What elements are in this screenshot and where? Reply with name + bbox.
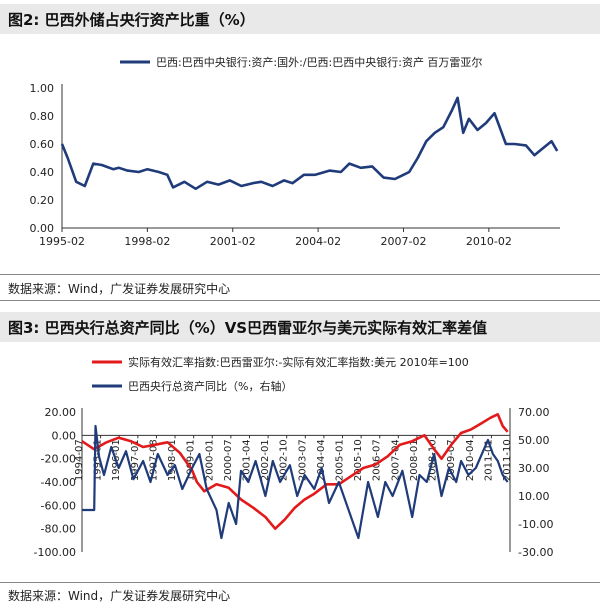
chart1-xtick-label: 1995-02: [39, 235, 85, 248]
chart1-xtick-label: 2001-02: [210, 235, 256, 248]
chart2-xtick-label: 2004-04: [316, 439, 327, 481]
chart2-xtick-label: 1999-01: [186, 439, 197, 481]
chart2-xtick-label: 2008-01: [409, 439, 420, 481]
chart2-bottom-rule: [0, 582, 600, 583]
chart1-ytick-label: 0.20: [30, 194, 55, 207]
chart2-xtick-label: 1998-01: [167, 439, 178, 481]
chart1-fig-label: 图2:: [8, 10, 40, 29]
chart2-ytick-left-label: -40.00: [41, 476, 76, 489]
chart2-svg: 实际有效汇率指数:巴西雷亚尔:-实际有效汇率指数:美元 2010年=100 巴西央…: [34, 355, 554, 559]
chart1-ytick-label: 0.80: [30, 110, 55, 123]
chart2-xtick-label: 1994-07: [74, 439, 85, 481]
chart2-title-text: 巴西央行总资产同比（%）VS巴西雷亚尔与美元实际有效汇率差值: [44, 318, 488, 337]
chart2-ytick-right-label: 30.00: [518, 462, 550, 475]
chart2-ytick-right-label: 70.00: [518, 406, 550, 419]
chart1-bottom-rule: [0, 274, 600, 275]
chart1-ytick-label: 0.00: [30, 222, 55, 235]
chart2-ytick-right-label: -30.00: [518, 546, 553, 559]
chart2-xtick-label: 2011-10: [502, 439, 513, 481]
chart2-ytick-left-label: -80.00: [41, 523, 76, 536]
chart1-title-text: 巴西外储占央行资产比重（%）: [44, 10, 255, 29]
chart2-xtick-label: 2005-10: [353, 439, 364, 481]
chart2-xtick-label: 2002-01: [260, 439, 271, 481]
chart1-series-line: [60, 96, 559, 191]
chart1-ytick-label: 0.60: [30, 138, 55, 151]
chart1-xtick-label: 1998-02: [124, 235, 170, 248]
chart2-ytick-left-label: 0.00: [52, 429, 77, 442]
chart2-ytick-right-label: 10.00: [518, 490, 550, 503]
chart2-title: 图3: 巴西央行总资产同比（%）VS巴西雷亚尔与美元实际有效汇率差值: [0, 317, 487, 338]
chart1-source-rule: [0, 300, 600, 301]
chart1-title-bar: 图2: 巴西外储占央行资产比重（%）: [0, 4, 600, 34]
chart2-source: 数据来源：Wind，广发证券发展研究中心: [8, 589, 231, 603]
chart2-xtick-label: 1995-01: [93, 439, 104, 481]
chart2-xtick-label: 2007-04: [390, 439, 401, 481]
chart1-source: 数据来源：Wind，广发证券发展研究中心: [8, 282, 231, 296]
chart1-ytick-label: 1.00: [30, 82, 55, 95]
chart1-xtick-label: 2004-02: [295, 235, 341, 248]
chart1-xtick-label: 2010-02: [466, 235, 512, 248]
chart2-xtick-label: 2000-07: [223, 439, 234, 481]
chart2-xtick-label: 2010-04: [465, 439, 476, 481]
chart2-ytick-left-label: -100.00: [34, 546, 76, 559]
chart2-series-red-line: [81, 413, 509, 530]
chart2-xtick-label: 2006-07: [372, 439, 383, 481]
chart2-ytick-right-label: 50.00: [518, 434, 550, 447]
chart1-legend-label: 巴西:巴西中央银行:资产:国外:/巴西:巴西中央银行:资产 百万雷亚尔: [156, 55, 482, 69]
chart2-xtick-label: 1997-01: [130, 439, 141, 481]
chart2-xtick-label: 2002-10: [279, 439, 290, 481]
chart2-xtick-label: 2005-01: [335, 439, 346, 481]
chart2-xtick-label: 2011-01: [483, 439, 494, 481]
chart2-xtick-label: 2000-01: [204, 439, 215, 481]
chart2-xtick-label: 2001-04: [242, 439, 253, 481]
chart2-legend-label-blue: 巴西央行总资产同比（%，右轴）: [128, 379, 292, 393]
chart2-xtick-label: 1997-08: [148, 439, 159, 481]
chart2-legend-label-red: 实际有效汇率指数:巴西雷亚尔:-实际有效汇率指数:美元 2010年=100: [128, 355, 469, 369]
chart1-svg: 巴西:巴西中央银行:资产:国外:/巴西:巴西中央银行:资产 百万雷亚尔 1.00 0…: [30, 55, 560, 248]
chart2-series-blue-line: [82, 424, 509, 540]
chart2-xtick-label: 2003-07: [297, 439, 308, 481]
chart2-xtick-label: 2009-07: [446, 439, 457, 481]
chart2-fig-label: 图3:: [8, 318, 40, 337]
chart2-title-bar: 图3: 巴西央行总资产同比（%）VS巴西雷亚尔与美元实际有效汇率差值: [0, 312, 600, 342]
chart2-ytick-left-label: 20.00: [45, 406, 77, 419]
chart2-ytick-left-label: -60.00: [41, 499, 76, 512]
chart2-ytick-right-label: -10.00: [518, 518, 553, 531]
chart1-ytick-label: 0.40: [30, 166, 55, 179]
chart1-title: 图2: 巴西外储占央行资产比重（%）: [0, 9, 255, 30]
chart1-xtick-label: 2007-02: [381, 235, 427, 248]
chart2-ytick-left-label: -20.00: [41, 453, 76, 466]
